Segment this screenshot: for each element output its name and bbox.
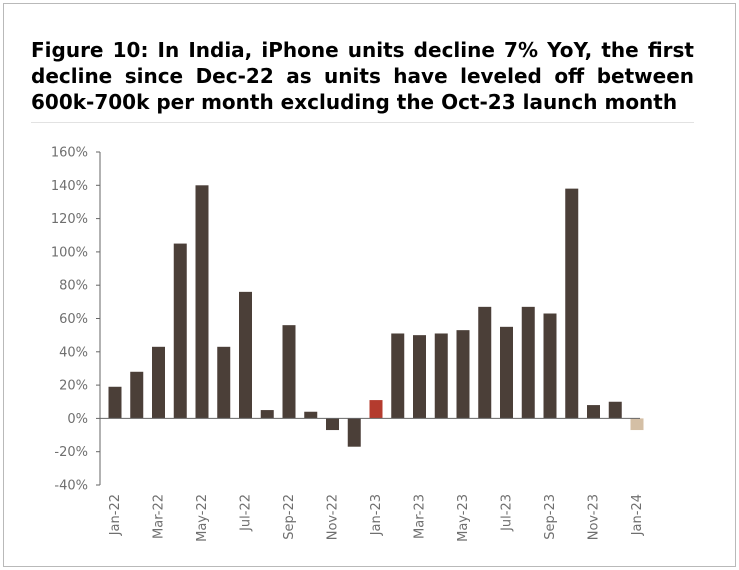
y-tick-label: 140%: [51, 179, 88, 194]
bar-mar-22: [152, 346, 165, 419]
bars: [108, 185, 644, 447]
y-tick-label: -40%: [54, 479, 88, 494]
x-tick-label: Nov-23: [587, 494, 602, 540]
bar-dec-22: [347, 418, 361, 447]
bar-oct-23: [565, 188, 579, 419]
y-tick-label: 60%: [59, 312, 88, 327]
bar-mar-23: [413, 335, 426, 419]
y-tick-label: 40%: [59, 345, 88, 360]
title-divider: [31, 122, 694, 123]
x-tick-label: Sep-23: [543, 494, 558, 540]
x-tick-label: Mar-23: [413, 494, 428, 539]
y-tick-label: 20%: [59, 379, 88, 394]
bar-jun-22: [217, 346, 231, 419]
bar-apr-22: [173, 243, 187, 419]
bar-nov-23: [587, 405, 600, 419]
bar-aug-22: [260, 410, 274, 419]
x-tick-label: May-22: [195, 494, 210, 542]
bar-nov-22: [326, 418, 339, 431]
x-tick-label: Sep-22: [282, 494, 297, 540]
x-tick-label: Mar-22: [152, 494, 167, 539]
x-axis: Jan-22 Mar-22 May-22 Jul-22 Sep-22 Nov-22 Jan-…: [100, 417, 645, 542]
bar-aug-23: [521, 306, 535, 419]
figure-title: Figure 10: In India, iPhone units declin…: [31, 38, 694, 114]
bar-feb-23: [391, 333, 405, 419]
x-tick-label: Jul-22: [239, 494, 254, 532]
bar-jul-22: [239, 291, 252, 419]
y-tick-label: 120%: [51, 212, 88, 227]
bar-may-22: [195, 185, 209, 419]
bar-jan-22: [108, 386, 122, 419]
y-tick-label: 160%: [51, 146, 88, 161]
bar-jun-23: [478, 306, 492, 419]
bar-may-23: [456, 330, 470, 419]
x-tick-label: May-23: [456, 494, 471, 542]
y-axis: -40% -20% 0% 20% 40% 60% 80% 100% 120% 140% 160%: [51, 146, 101, 494]
x-tick-label: Jul-23: [500, 494, 515, 532]
figure-frame: Figure 10: In India, iPhone units declin…: [3, 3, 736, 567]
bar-apr-23: [434, 333, 448, 419]
bar-sep-22: [282, 325, 296, 419]
y-tick-label: 100%: [51, 245, 88, 260]
x-tick-label: Nov-22: [326, 494, 341, 540]
bar-jan-23: [369, 400, 383, 419]
bar-feb-22: [130, 371, 144, 419]
bar-jan-24: [630, 418, 644, 431]
bar-jul-23: [500, 326, 513, 419]
bar-oct-22: [304, 411, 318, 419]
y-tick-label: 80%: [59, 279, 88, 294]
x-tick-label: Jan-23: [369, 494, 384, 536]
x-tick-label: Jan-22: [108, 494, 123, 536]
bar-sep-23: [543, 313, 557, 419]
bar-dec-23: [608, 401, 622, 419]
y-tick-label: -20%: [54, 445, 88, 460]
y-tick-label: 0%: [67, 412, 88, 427]
x-tick-label: Jan-24: [630, 494, 645, 536]
